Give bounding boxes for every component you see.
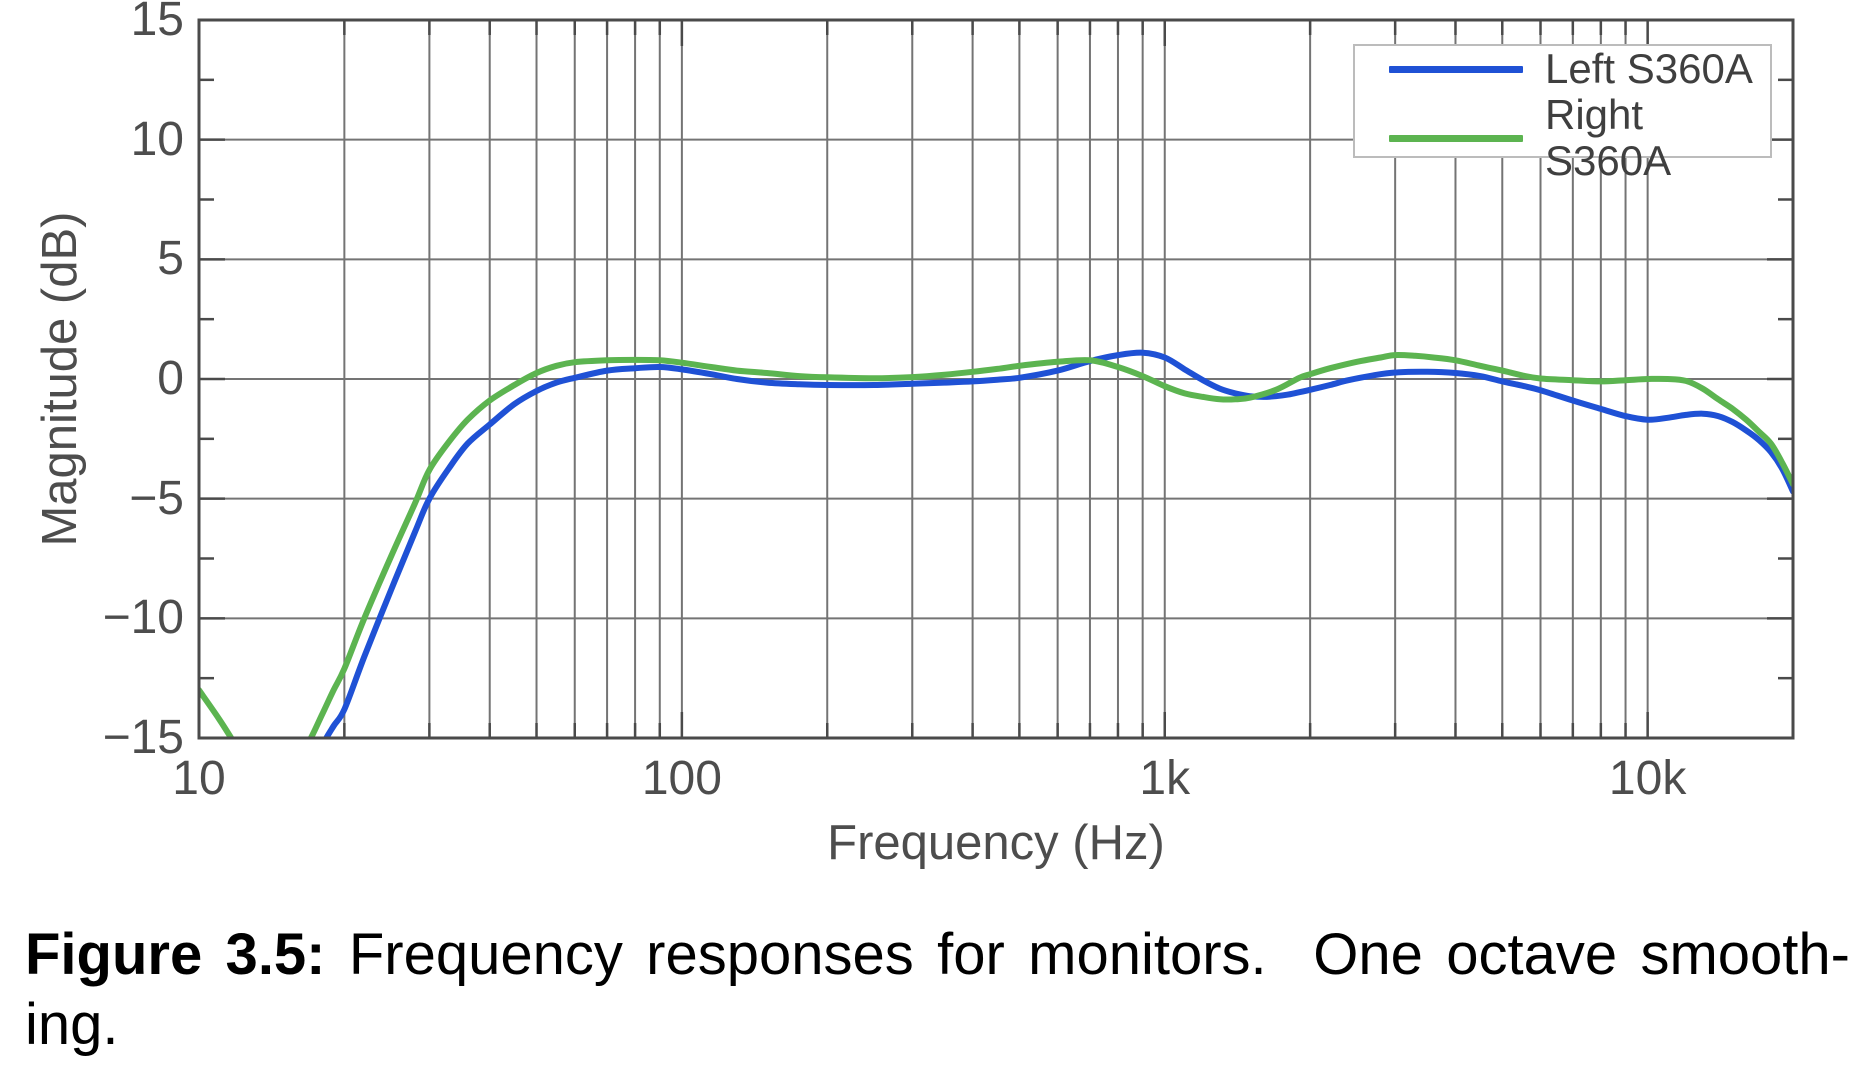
legend-label: Right S360A — [1545, 91, 1672, 184]
frequency-response-plot — [197, 18, 1795, 740]
legend: Left S360A Right S360A — [1353, 44, 1772, 184]
caption-figure-number: Figure 3.5: — [25, 922, 326, 987]
y-tick-label-5: 5 — [157, 232, 184, 286]
series-line-right-s360a — [199, 352, 1793, 738]
legend-item: Left S360A — [1355, 46, 1770, 92]
x-tick-label-100: 100 — [641, 752, 722, 805]
y-axis-label: Magnitude (dB) — [33, 211, 87, 547]
legend-line-left-s360a — [1389, 65, 1523, 73]
x-tick-label-10: 10 — [172, 752, 226, 805]
y-tick-label-15: 15 — [130, 0, 184, 46]
legend-item: Right S360A — [1355, 92, 1770, 184]
caption-text: Frequency responses for monitors. One oc… — [348, 922, 1850, 987]
caption-line-1: Figure 3.5: Frequency responses for moni… — [25, 920, 1850, 990]
y-tick-label-0: 0 — [157, 352, 184, 405]
x-axis-label: Frequency (Hz) — [827, 816, 1165, 870]
x-tick-label-10k: 10k — [1608, 752, 1687, 805]
caption-line-2: ing. — [25, 992, 119, 1057]
y-tick-label-−15: −15 — [102, 711, 184, 764]
figure-caption: Figure 3.5: Frequency responses for moni… — [25, 920, 1850, 1060]
series-line-left-s360a — [322, 349, 1793, 738]
y-tick-label-−10: −10 — [102, 591, 184, 645]
legend-label: Left S360A — [1545, 45, 1753, 92]
y-tick-label-−5: −5 — [129, 471, 184, 525]
x-tick-label-1k: 1k — [1139, 752, 1191, 805]
y-tick-label-10: 10 — [130, 112, 184, 166]
legend-line-right-s360a — [1389, 134, 1523, 142]
